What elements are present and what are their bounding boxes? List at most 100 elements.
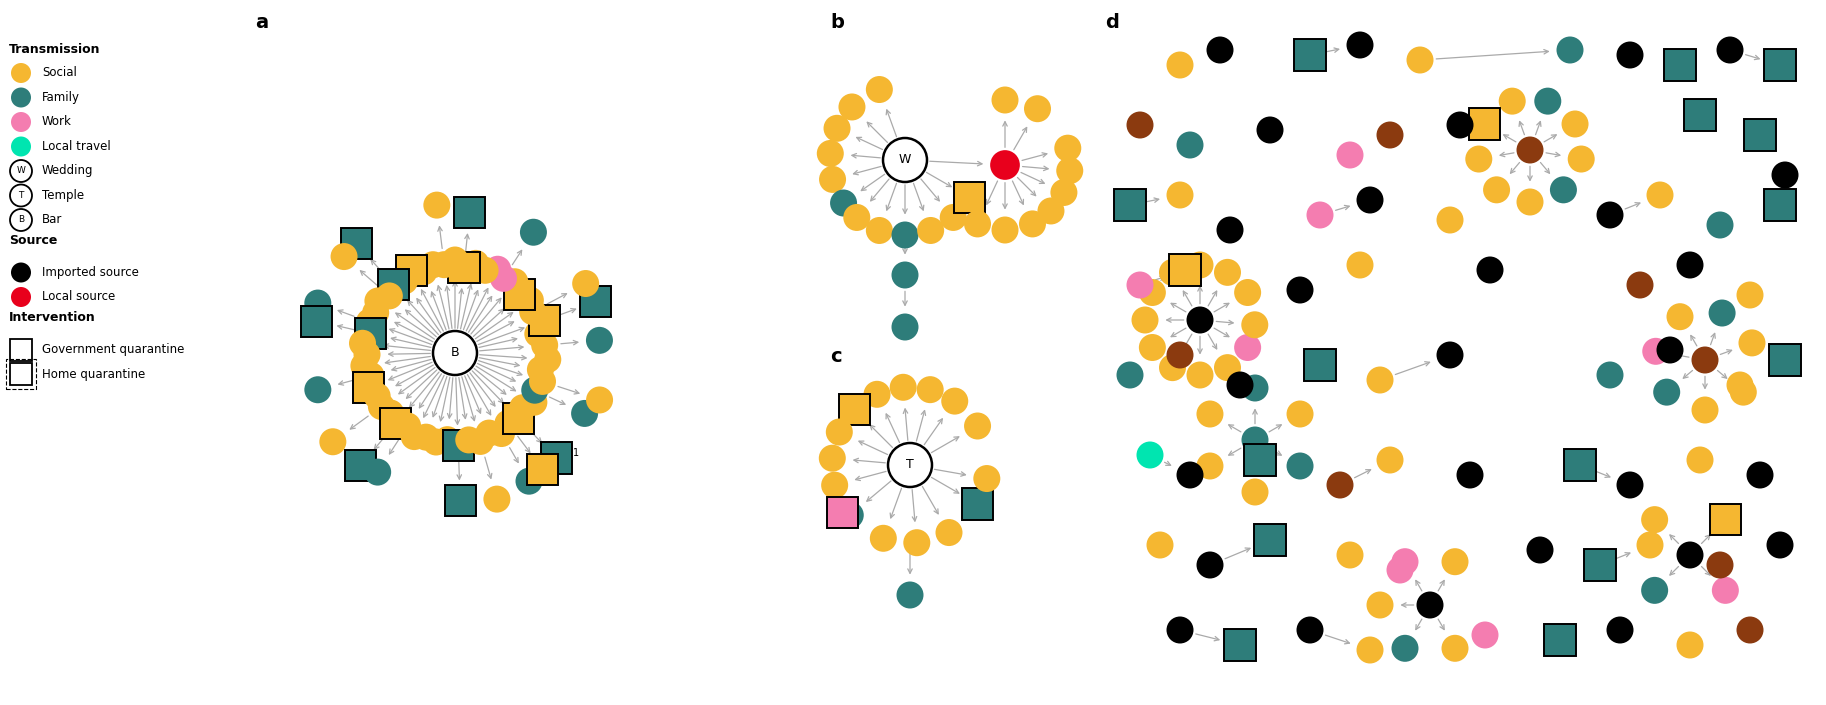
Circle shape (1746, 462, 1773, 489)
Circle shape (11, 63, 31, 83)
Circle shape (455, 427, 482, 453)
Circle shape (320, 428, 347, 455)
Circle shape (1196, 551, 1223, 579)
Circle shape (331, 243, 358, 270)
Circle shape (1691, 396, 1718, 424)
Circle shape (420, 251, 447, 278)
Circle shape (349, 330, 376, 357)
FancyBboxPatch shape (1225, 630, 1256, 661)
Circle shape (305, 376, 331, 403)
Text: Wedding: Wedding (42, 164, 93, 178)
Circle shape (520, 388, 548, 416)
Circle shape (1441, 634, 1468, 662)
Circle shape (422, 429, 449, 455)
Text: Temple: Temple (42, 189, 84, 202)
Circle shape (1391, 634, 1419, 662)
FancyBboxPatch shape (1744, 119, 1775, 151)
FancyBboxPatch shape (840, 394, 871, 425)
Circle shape (1132, 307, 1158, 333)
Circle shape (940, 204, 966, 231)
Circle shape (1676, 541, 1704, 568)
Circle shape (9, 185, 33, 207)
Text: Intervention: Intervention (9, 311, 95, 324)
Circle shape (351, 352, 378, 379)
FancyBboxPatch shape (1470, 109, 1501, 140)
Circle shape (1187, 252, 1214, 278)
Circle shape (1216, 216, 1244, 243)
Circle shape (11, 87, 31, 107)
FancyBboxPatch shape (1254, 525, 1286, 556)
Circle shape (1437, 341, 1463, 369)
FancyBboxPatch shape (352, 372, 383, 403)
Text: Transmission: Transmission (9, 43, 100, 56)
Circle shape (1709, 300, 1735, 326)
Circle shape (917, 217, 944, 244)
Circle shape (13, 366, 29, 382)
Circle shape (1642, 338, 1669, 364)
Circle shape (1176, 462, 1203, 489)
Circle shape (1357, 637, 1384, 663)
Circle shape (884, 138, 928, 182)
Circle shape (1527, 537, 1554, 563)
Circle shape (889, 374, 917, 401)
Circle shape (1642, 577, 1669, 604)
Circle shape (1642, 506, 1669, 533)
Circle shape (1561, 111, 1589, 137)
Circle shape (1242, 427, 1269, 453)
Circle shape (471, 257, 498, 284)
Circle shape (816, 140, 844, 167)
Circle shape (1691, 346, 1718, 374)
Circle shape (1306, 202, 1333, 228)
Circle shape (1296, 616, 1324, 644)
Text: B: B (18, 216, 24, 224)
Circle shape (1366, 591, 1393, 618)
Circle shape (836, 502, 864, 529)
Circle shape (11, 287, 31, 307)
Circle shape (1737, 281, 1764, 309)
FancyBboxPatch shape (1764, 190, 1795, 221)
Circle shape (1037, 197, 1065, 224)
Circle shape (1687, 446, 1713, 474)
Text: Government quarantine: Government quarantine (42, 343, 184, 356)
Circle shape (891, 314, 918, 341)
Circle shape (1287, 400, 1313, 427)
Circle shape (838, 94, 866, 121)
Circle shape (1214, 354, 1242, 381)
Circle shape (1729, 379, 1757, 405)
Circle shape (1596, 202, 1623, 228)
Circle shape (535, 346, 561, 373)
FancyBboxPatch shape (455, 197, 486, 228)
Circle shape (824, 115, 851, 142)
Circle shape (1556, 37, 1583, 63)
Circle shape (887, 443, 931, 487)
Circle shape (1167, 51, 1194, 78)
Circle shape (475, 419, 502, 446)
Circle shape (1019, 210, 1046, 238)
Circle shape (1207, 37, 1234, 63)
Text: Home quarantine: Home quarantine (42, 367, 146, 381)
Circle shape (822, 472, 847, 498)
FancyBboxPatch shape (1769, 345, 1800, 376)
Text: Local travel: Local travel (42, 140, 111, 153)
Circle shape (940, 388, 968, 415)
Circle shape (1055, 157, 1083, 184)
Text: W: W (898, 154, 911, 166)
FancyBboxPatch shape (1565, 450, 1596, 481)
Circle shape (973, 465, 1001, 492)
Circle shape (844, 204, 871, 231)
Circle shape (489, 265, 517, 292)
Circle shape (365, 288, 391, 314)
Circle shape (1391, 548, 1419, 575)
Circle shape (1517, 188, 1543, 216)
Circle shape (1738, 329, 1766, 357)
FancyBboxPatch shape (530, 305, 561, 336)
Circle shape (376, 283, 404, 309)
Circle shape (411, 258, 436, 286)
Circle shape (524, 320, 551, 348)
FancyBboxPatch shape (1684, 99, 1715, 130)
Circle shape (1116, 362, 1143, 388)
Circle shape (818, 445, 845, 472)
FancyBboxPatch shape (540, 443, 572, 474)
Text: W: W (16, 166, 26, 176)
Circle shape (1653, 379, 1680, 405)
